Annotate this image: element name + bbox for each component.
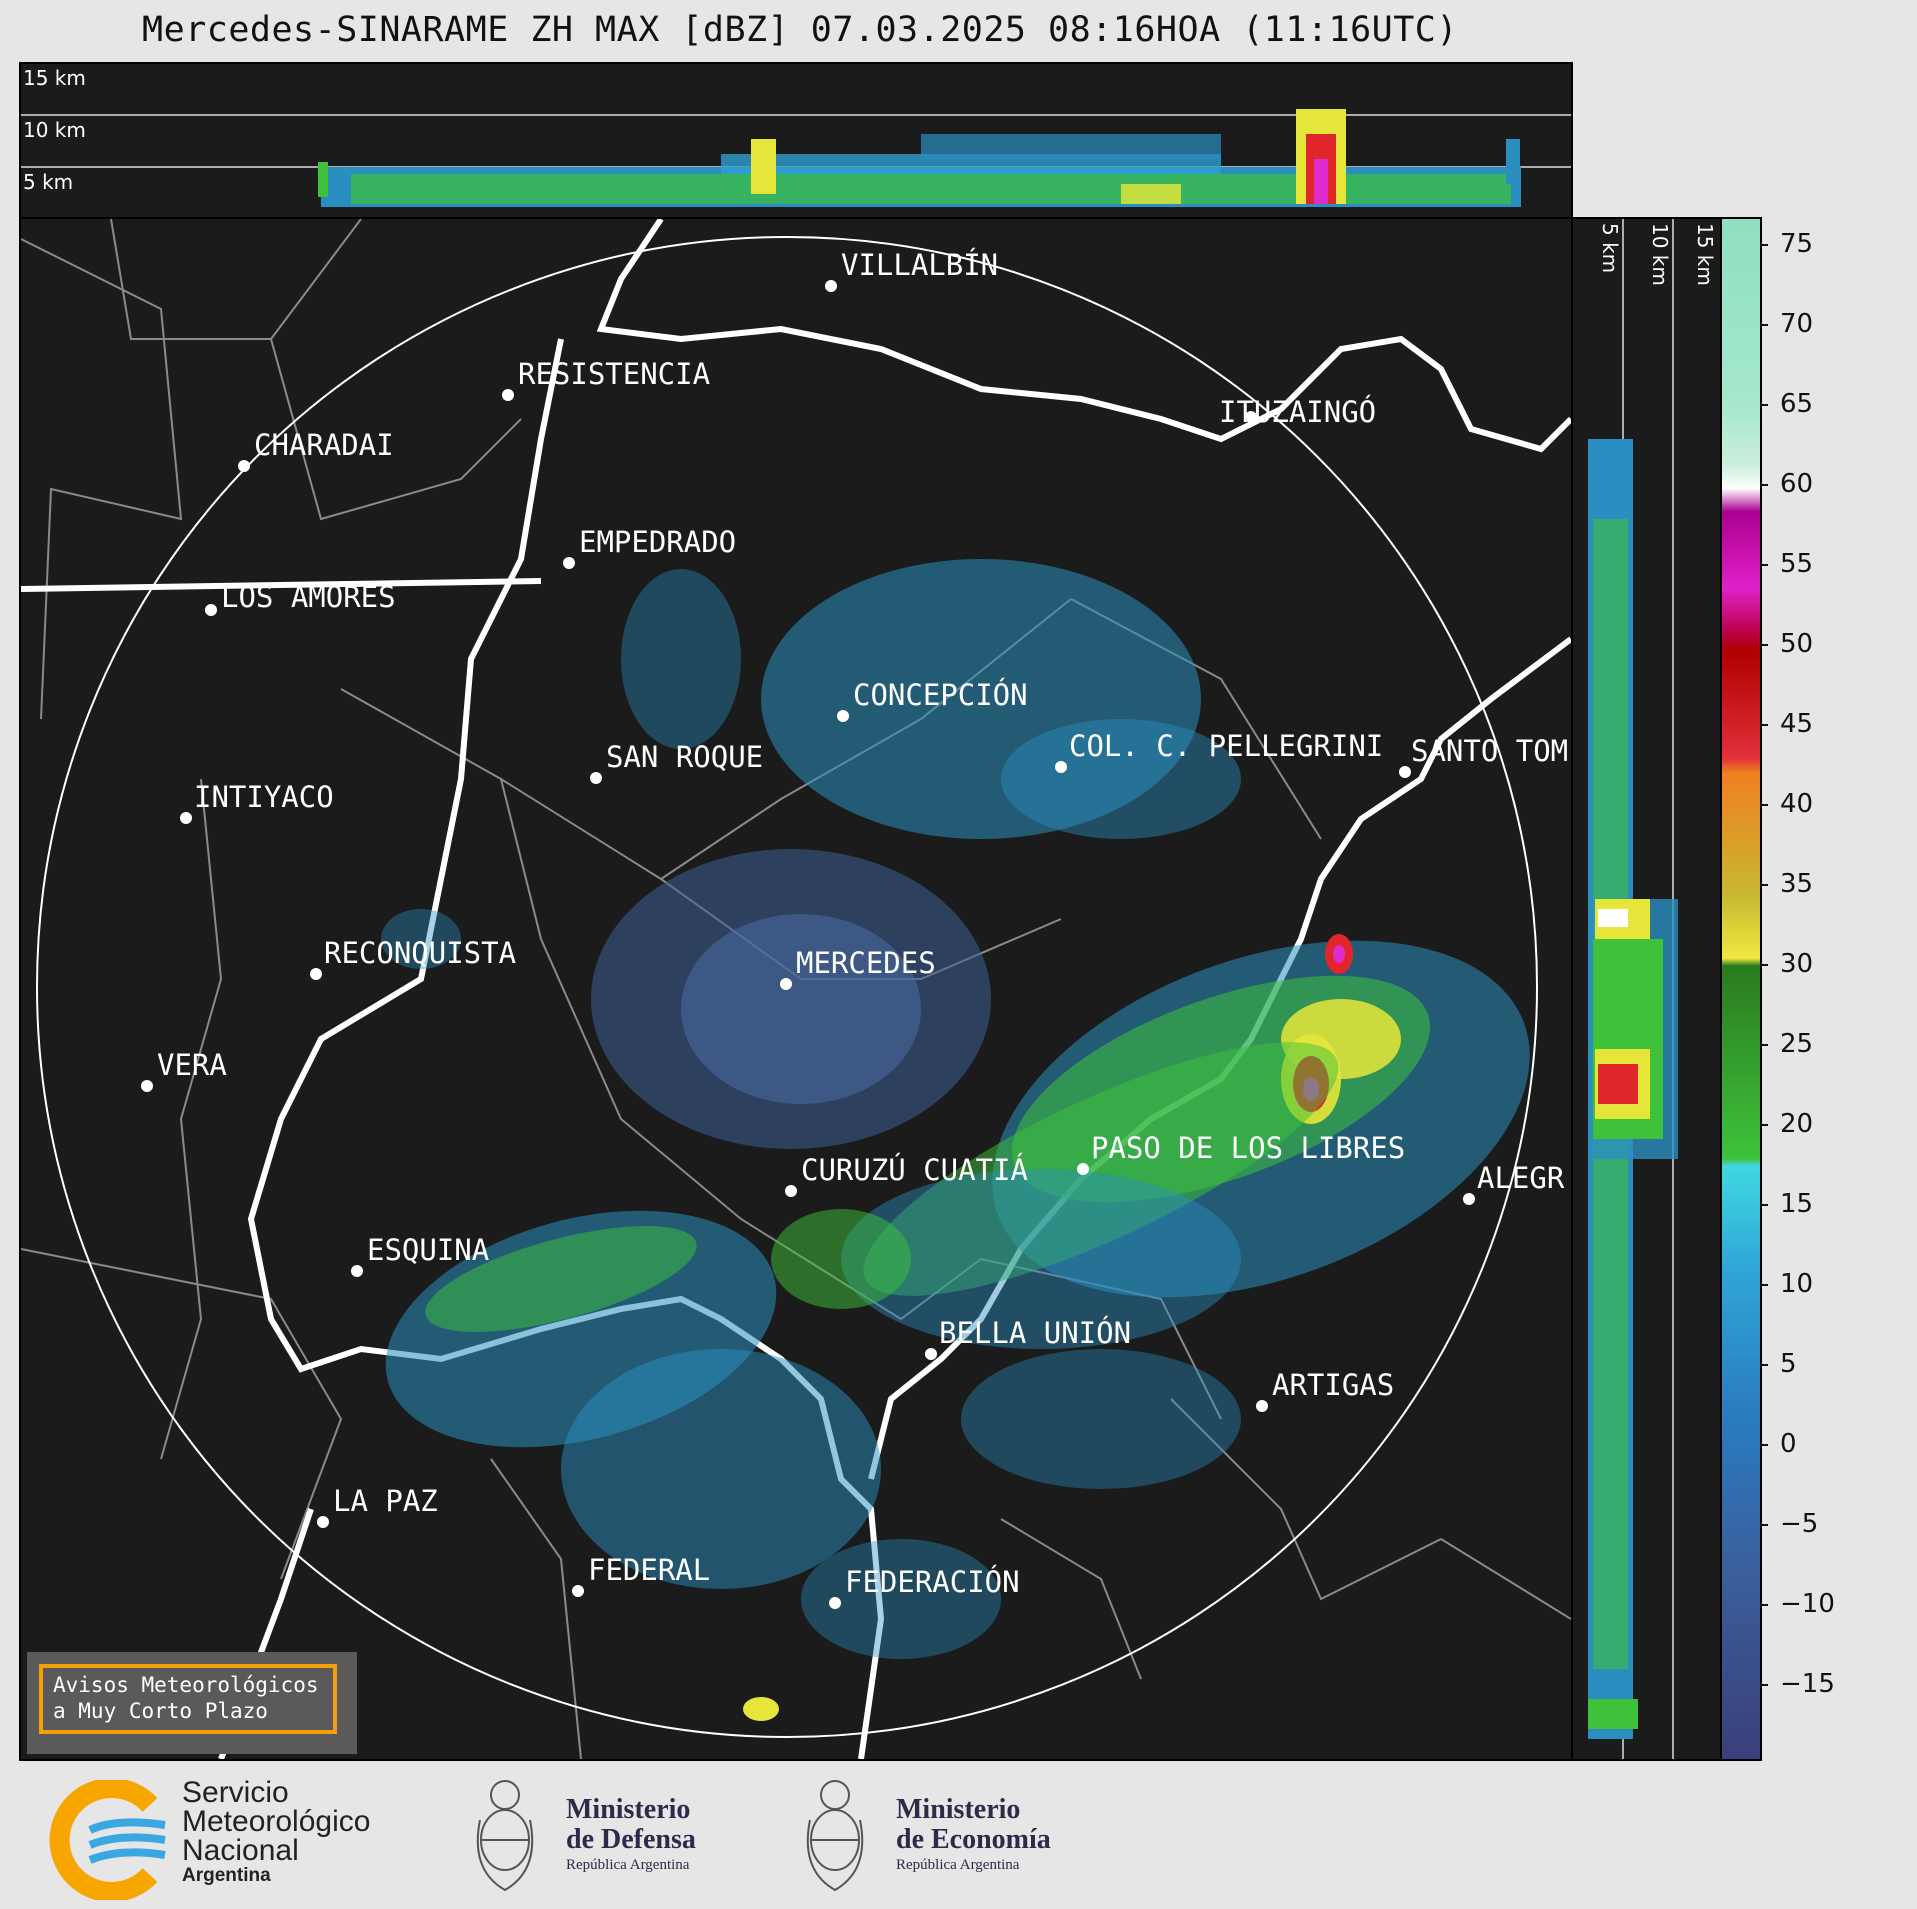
city-label-concepcion: CONCEPCIÓN [853, 678, 1028, 712]
smn-line1: Servicio [182, 1776, 289, 1809]
colorbar-ticks: 75 70 65 60 55 50 45 40 35 30 25 20 15 1… [1760, 217, 1880, 1757]
economia-line1: Ministerio [896, 1794, 1021, 1825]
city-label-resistencia: RESISTENCIA [518, 357, 710, 391]
city-label-santo-tome: SANTO TOM [1411, 734, 1568, 768]
smn-logo-icon [49, 1780, 166, 1900]
city-label-col-c-pellegrini: COL. C. PELLEGRINI [1069, 729, 1383, 763]
economia-line3: República Argentina [896, 1857, 1020, 1873]
city-label-paso-de-los-libres: PASO DE LOS LIBRES [1091, 1131, 1405, 1165]
colorbar-tick-minus5: −5 [1780, 1509, 1819, 1539]
city-label-intiyaco: INTIYACO [194, 780, 334, 814]
colorbar-tick-60: 60 [1780, 469, 1814, 499]
height-label-15km: 15 km [23, 66, 86, 90]
city-label-alegrete: ALEGR [1477, 1161, 1565, 1195]
top-cross-section-plot [21, 109, 1571, 207]
colorbar-tick-40: 40 [1780, 789, 1814, 819]
side-height-label-10km: 10 km [1648, 223, 1672, 286]
smn-logo-text: Servicio Meteorológico Nacional Argentin… [182, 1778, 370, 1887]
colorbar-tick-10: 10 [1780, 1269, 1814, 1299]
footer: Servicio Meteorológico Nacional Argentin… [0, 1760, 1917, 1909]
colorbar-tick-50: 50 [1780, 629, 1814, 659]
defensa-logo-text: Ministerio de Defensa República Argentin… [566, 1795, 696, 1875]
defensa-line3: República Argentina [566, 1857, 690, 1873]
city-label-san-roque: SAN ROQUE [606, 740, 763, 774]
smn-line3: Nacional [182, 1834, 299, 1867]
colorbar-tick-70: 70 [1780, 309, 1814, 339]
colorbar-tick-30: 30 [1780, 949, 1814, 979]
height-label-5km: 5 km [23, 170, 74, 194]
city-label-federacion: FEDERACIÓN [845, 1565, 1020, 1599]
economia-line2: de Economía [896, 1824, 1051, 1855]
colorbar-tick-45: 45 [1780, 709, 1814, 739]
range-ring [36, 236, 1538, 1738]
city-label-villalbin: VILLALBÍN [841, 248, 998, 282]
colorbar-tick-0: 0 [1780, 1429, 1797, 1459]
side-height-label-15km: 15 km [1693, 223, 1717, 286]
colorbar-tick-55: 55 [1780, 549, 1814, 579]
colorbar-tick-5: 5 [1780, 1349, 1797, 1379]
city-label-vera: VERA [157, 1048, 227, 1082]
top-cross-section: 15 km 10 km 5 km [19, 62, 1573, 220]
chart-title: Mercedes-SINARAME ZH MAX [dBZ] 07.03.202… [142, 10, 1458, 50]
colorbar-tick-20: 20 [1780, 1109, 1814, 1139]
radar-map-svg: VILLALBÍN RESISTENCIA CHARADAI ITUZAINGÓ… [21, 219, 1571, 1759]
colorbar-tick-minus10: −10 [1780, 1589, 1835, 1619]
colorbar-tick-65: 65 [1780, 389, 1814, 419]
colorbar-tick-75: 75 [1780, 229, 1814, 259]
city-label-los-amores: LOS AMORES [221, 580, 396, 614]
city-label-charadai: CHARADAI [254, 428, 394, 462]
city-label-la-paz: LA PAZ [333, 1484, 438, 1518]
side-cross-section-plot [1588, 219, 1678, 1759]
city-label-curuzu-cuatia: CURUZÚ CUATIÁ [801, 1153, 1028, 1187]
notice-box[interactable]: Avisos Meteorológicos a Muy Corto Plazo [27, 1652, 357, 1754]
argentina-shield-icon [476, 1780, 534, 1892]
economia-logo-text: Ministerio de Economía República Argenti… [896, 1795, 1051, 1875]
notice-text: Avisos Meteorológicos a Muy Corto Plazo [39, 1664, 337, 1734]
side-height-label-5km: 5 km [1598, 223, 1622, 274]
colorbar-tick-15: 15 [1780, 1189, 1814, 1219]
precipitation-echoes [381, 559, 1530, 1721]
smn-line2: Meteorológico [182, 1805, 371, 1838]
city-label-mercedes: MERCEDES [796, 946, 936, 980]
city-label-ituzaingo: ITUZAINGÓ [1219, 395, 1376, 429]
argentina-shield-icon [806, 1780, 864, 1892]
side-cross-section: 5 km 10 km 15 km [1571, 217, 1723, 1761]
colorbar-tick-25: 25 [1780, 1029, 1814, 1059]
city-label-reconquista: RECONQUISTA [324, 936, 516, 970]
smn-line4: Argentina [182, 1865, 271, 1886]
city-markers [141, 280, 1475, 1609]
colorbar [1720, 217, 1762, 1761]
height-label-10km: 10 km [23, 118, 86, 142]
defensa-line1: Ministerio [566, 1794, 691, 1825]
city-label-artigas: ARTIGAS [1272, 1368, 1394, 1402]
colorbar-tick-35: 35 [1780, 869, 1814, 899]
city-label-bella-union: BELLA UNIÓN [939, 1316, 1131, 1350]
city-label-esquina: ESQUINA [367, 1233, 489, 1267]
defensa-line2: de Defensa [566, 1824, 696, 1855]
city-label-empedrado: EMPEDRADO [579, 525, 736, 559]
radar-map[interactable]: VILLALBÍN RESISTENCIA CHARADAI ITUZAINGÓ… [19, 217, 1573, 1761]
colorbar-tick-minus15: −15 [1780, 1669, 1835, 1699]
city-label-federal: FEDERAL [588, 1553, 710, 1587]
